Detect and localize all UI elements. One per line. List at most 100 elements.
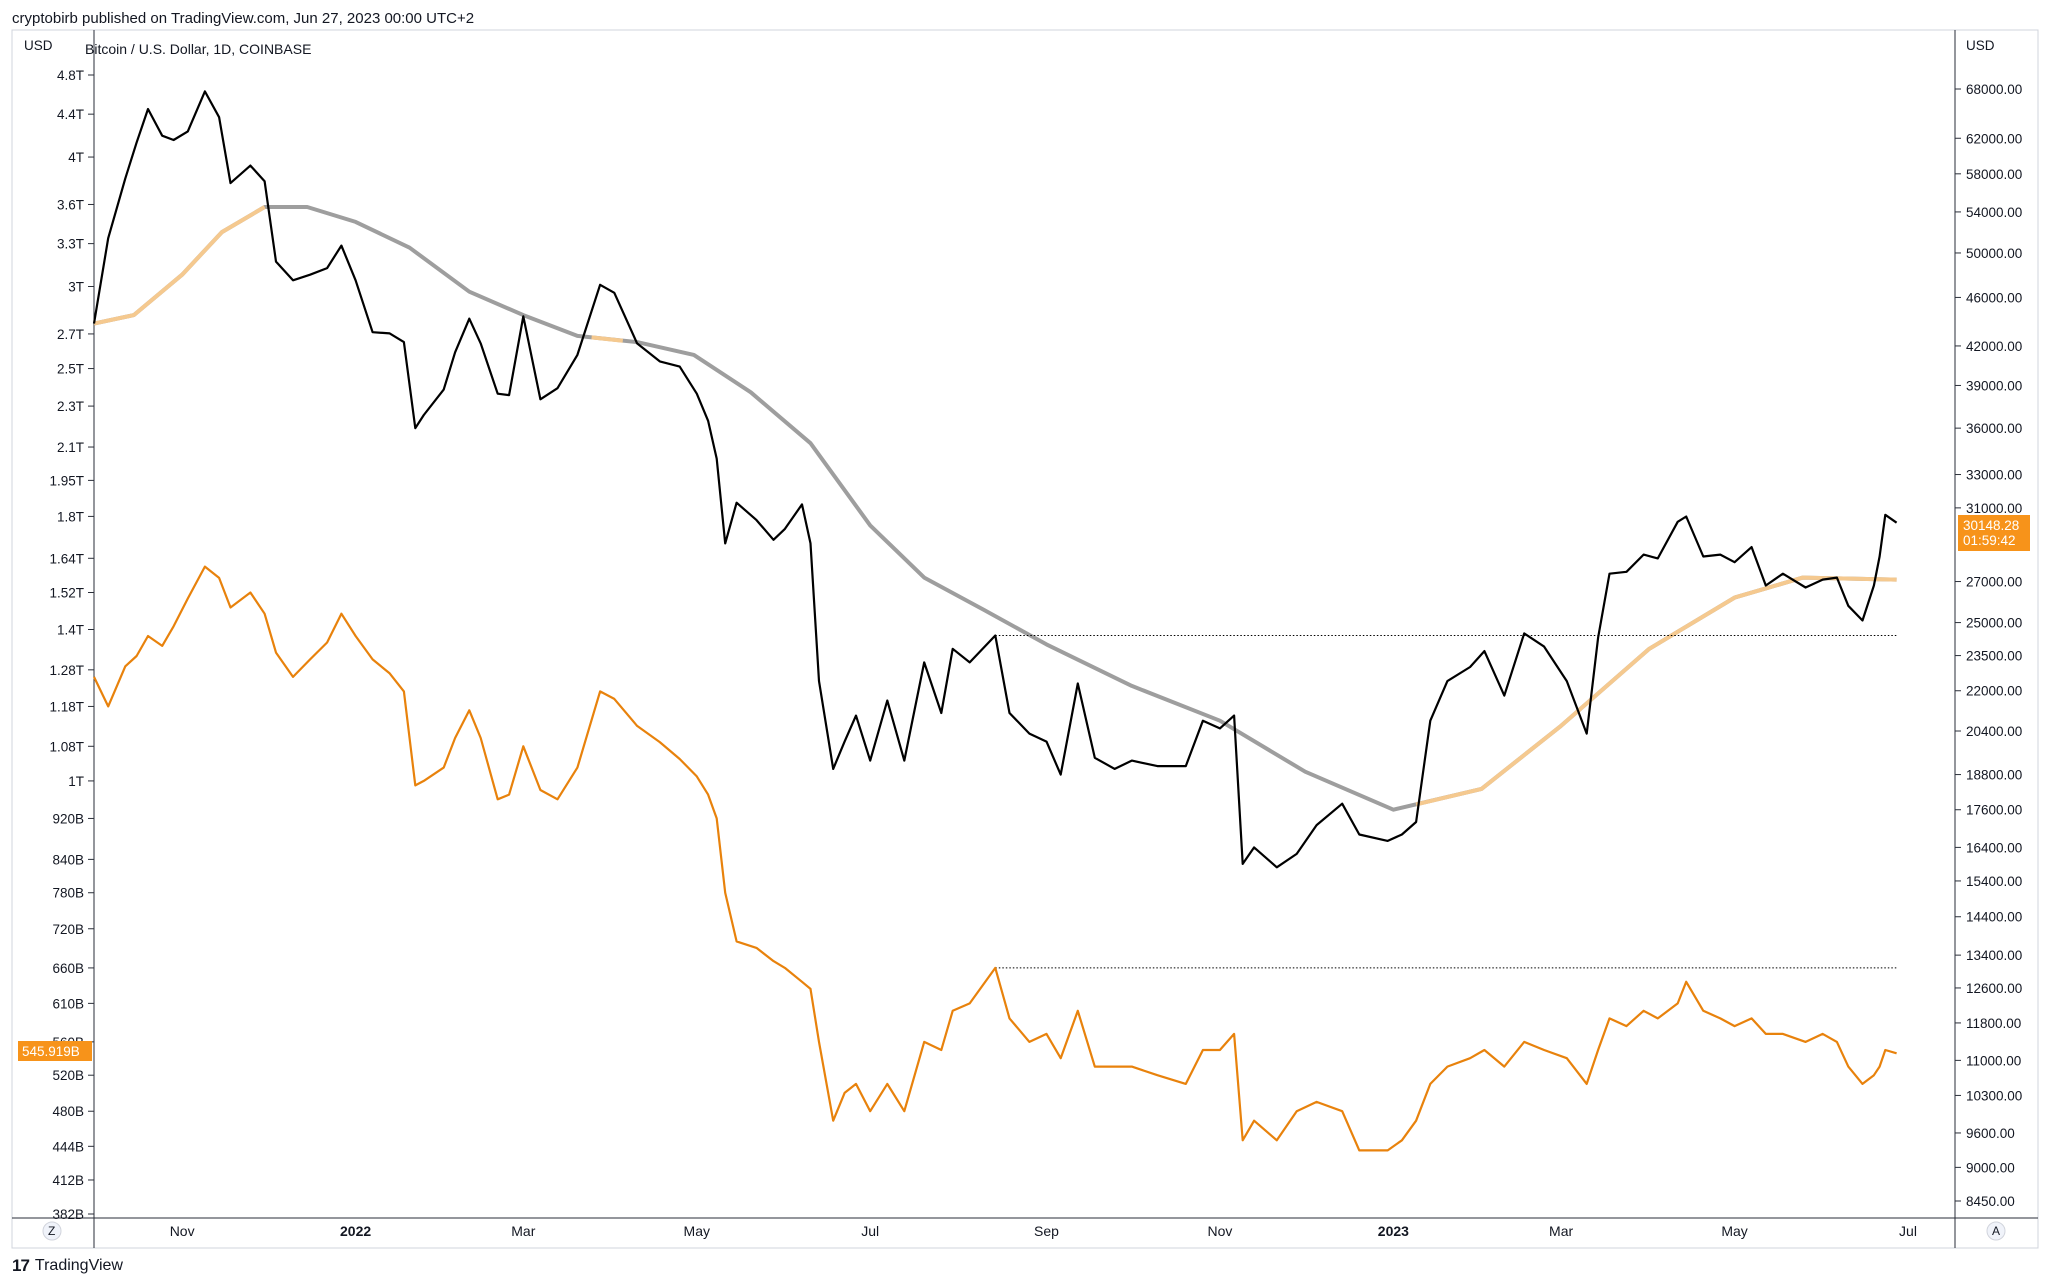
left-axis-tick-label: 1T bbox=[68, 774, 84, 789]
right-axis-tick-label: 15400.00 bbox=[1966, 874, 2022, 889]
right-axis-tick-label: 58000.00 bbox=[1966, 167, 2022, 182]
left-axis-tick-label: 720B bbox=[52, 922, 84, 937]
time-axis-tick-label: Nov bbox=[1207, 1223, 1232, 1239]
left-axis-tick-label: 4T bbox=[68, 150, 84, 165]
right-current-badge-bg bbox=[1958, 515, 2030, 551]
left-axis-tick-label: 1.08T bbox=[49, 739, 84, 754]
right-axis-tick-label: 13400.00 bbox=[1966, 948, 2022, 963]
left-axis-tick-label: 920B bbox=[52, 811, 84, 826]
chart-legend: Bitcoin / U.S. Dollar, 1D, COINBASE bbox=[85, 41, 311, 57]
left-axis-tick-label: 840B bbox=[52, 852, 84, 867]
published-caption: cryptobirb published on TradingView.com,… bbox=[12, 10, 475, 27]
time-axis-tick-label: Sep bbox=[1034, 1223, 1059, 1239]
right-axis-tick-label: 10300.00 bbox=[1966, 1088, 2022, 1103]
time-axis-tick-label: 2022 bbox=[340, 1223, 371, 1239]
left-axis-tick-label: 1.28T bbox=[49, 663, 84, 678]
right-axis-tick-label: 18800.00 bbox=[1966, 768, 2022, 783]
right-axis-tick-label: 11800.00 bbox=[1966, 1016, 2021, 1031]
right-axis-tick-label: 46000.00 bbox=[1966, 290, 2022, 305]
z-button-bg[interactable] bbox=[42, 1221, 62, 1241]
left-axis-tick-label: 660B bbox=[52, 961, 84, 976]
right-axis-tick-label: 54000.00 bbox=[1966, 205, 2022, 220]
tradingview-logo-icon: 17 bbox=[12, 1256, 30, 1275]
right-axis-tick-label: 20400.00 bbox=[1966, 724, 2022, 739]
tradingview-logo[interactable]: 17 TradingView bbox=[12, 1256, 123, 1276]
left-axis-tick-label: 4.4T bbox=[57, 107, 84, 122]
auto-scale-left-button[interactable]: Z bbox=[42, 1221, 62, 1241]
right-axis-tick-label: 27000.00 bbox=[1966, 575, 2022, 590]
left-current-value: 545.919B bbox=[22, 1044, 80, 1059]
left-axis-tick-label: 1.8T bbox=[57, 509, 84, 524]
right-axis-tick-label: 36000.00 bbox=[1966, 421, 2022, 436]
a-button-bg[interactable] bbox=[1986, 1221, 2006, 1241]
tradingview-logo-text: TradingView bbox=[34, 1257, 123, 1274]
left-axis-tick-label: 2.3T bbox=[57, 399, 84, 414]
right-countdown: 01:59:42 bbox=[1963, 533, 2016, 548]
right-axis-tick-label: 25000.00 bbox=[1966, 616, 2022, 631]
right-current-value: 30148.28 bbox=[1963, 518, 2019, 533]
time-axis-tick-label: Nov bbox=[170, 1223, 195, 1239]
left-axis-tick-label: 382B bbox=[52, 1207, 84, 1222]
right-axis-tick-label: 14400.00 bbox=[1966, 910, 2022, 925]
right-axis-unit: USD bbox=[1966, 38, 1995, 53]
right-axis-tick-label: 9000.00 bbox=[1966, 1160, 2015, 1175]
market-cap-line bbox=[93, 565, 1897, 1152]
left-axis-tick-label: 2.7T bbox=[57, 327, 84, 342]
moving-average-highlight bbox=[93, 205, 266, 326]
right-axis-tick-label: 68000.00 bbox=[1966, 82, 2022, 97]
left-axis-tick-label: 1.52T bbox=[49, 585, 84, 600]
moving-average-highlight bbox=[1415, 575, 1897, 807]
time-axis-tick-label: Jul bbox=[861, 1223, 879, 1239]
right-axis-tick-label: 42000.00 bbox=[1966, 339, 2022, 354]
right-axis-tick-label: 9600.00 bbox=[1966, 1126, 2015, 1141]
right-axis-tick-label: 31000.00 bbox=[1966, 501, 2022, 516]
time-axis-tick-label: May bbox=[684, 1223, 710, 1239]
moving-average-line bbox=[93, 205, 1897, 812]
right-price-axis[interactable]: 68000.00 62000.00 58000.00 54000.00 50000.00… bbox=[1955, 82, 2022, 1209]
right-axis-tick-label: 23500.00 bbox=[1966, 649, 2022, 664]
left-axis-tick-label: 480B bbox=[52, 1104, 84, 1119]
right-axis-tick-label: 11000.00 bbox=[1966, 1053, 2021, 1068]
left-axis-tick-label: 4.8T bbox=[57, 68, 84, 83]
left-axis-tick-label: 520B bbox=[52, 1068, 84, 1083]
left-axis-tick-label: 1.18T bbox=[49, 699, 84, 714]
moving-average-highlight bbox=[591, 335, 624, 343]
auto-scale-right-button[interactable]: A bbox=[1986, 1221, 2006, 1241]
left-axis-tick-label: 412B bbox=[52, 1173, 84, 1188]
chart-border bbox=[11, 29, 2039, 1249]
time-axis-tick-label: Mar bbox=[511, 1223, 535, 1239]
a-button-label[interactable]: A bbox=[1992, 1224, 2000, 1238]
left-current-badge: 545.919B bbox=[18, 1041, 92, 1061]
right-axis-tick-label: 33000.00 bbox=[1966, 468, 2022, 483]
z-button-label[interactable]: Z bbox=[48, 1224, 55, 1238]
right-axis-tick-label: 17600.00 bbox=[1966, 803, 2022, 818]
time-axis[interactable]: Nov 2022 Mar May Jul Sep Nov 2023 Mar May Jul bbox=[170, 1223, 1917, 1239]
time-axis-tick-label: 2023 bbox=[1378, 1223, 1409, 1239]
left-current-badge-bg bbox=[18, 1041, 92, 1061]
left-axis-tick-label: 610B bbox=[52, 996, 84, 1011]
btc-price-line bbox=[92, 90, 1898, 869]
left-axis-tick-label: 3.3T bbox=[57, 237, 84, 252]
left-price-axis[interactable]: 4.8T 4.4T 4T 3.6T 3.3T 3T 2.7T 2.5T 2.3T 2.1T 1.95… bbox=[49, 68, 94, 1222]
plot-area[interactable] bbox=[92, 90, 1898, 1152]
right-axis-tick-label: 8450.00 bbox=[1966, 1194, 2015, 1209]
chart-frame bbox=[11, 29, 2039, 1249]
left-axis-unit: USD bbox=[24, 38, 53, 53]
right-axis-tick-label: 22000.00 bbox=[1966, 684, 2022, 699]
left-axis-tick-label: 1.64T bbox=[49, 551, 84, 566]
left-axis-tick-label: 2.5T bbox=[57, 362, 84, 377]
right-axis-tick-label: 50000.00 bbox=[1966, 246, 2022, 261]
left-axis-tick-label: 3.6T bbox=[57, 197, 84, 212]
time-axis-tick-label: May bbox=[1721, 1223, 1747, 1239]
left-axis-tick-label: 2.1T bbox=[57, 440, 84, 455]
right-axis-tick-label: 62000.00 bbox=[1966, 131, 2022, 146]
right-axis-tick-label: 16400.00 bbox=[1966, 840, 2022, 855]
time-axis-tick-label: Jul bbox=[1899, 1223, 1917, 1239]
right-current-badge: 30148.28 01:59:42 bbox=[1958, 515, 2030, 551]
right-axis-tick-label: 39000.00 bbox=[1966, 378, 2022, 393]
left-axis-tick-label: 444B bbox=[52, 1139, 84, 1154]
left-axis-tick-label: 780B bbox=[52, 886, 84, 901]
left-axis-tick-label: 3T bbox=[68, 280, 84, 295]
time-axis-tick-label: Mar bbox=[1549, 1223, 1573, 1239]
